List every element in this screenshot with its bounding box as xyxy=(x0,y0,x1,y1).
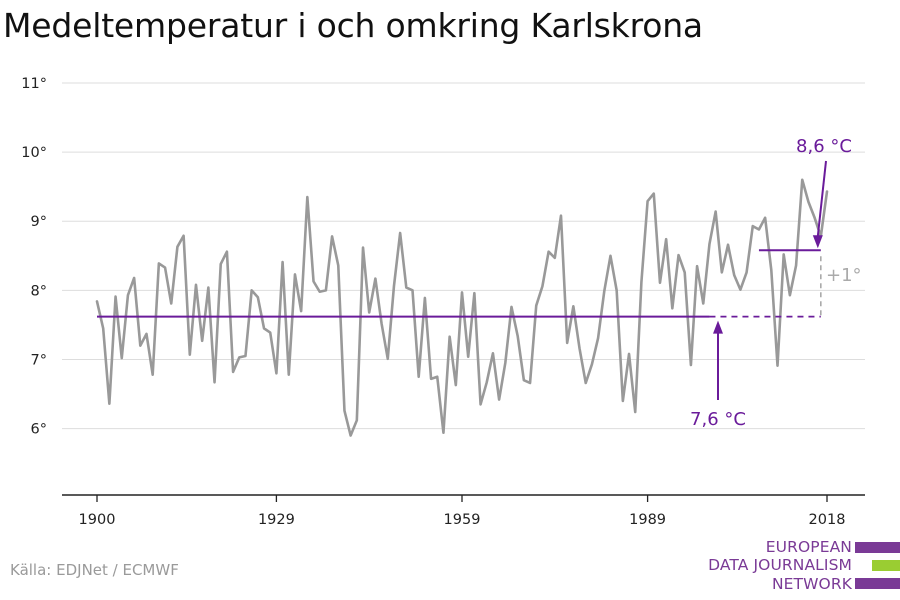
logo-bar-1 xyxy=(855,542,900,553)
y-tick-label: 6° xyxy=(31,422,47,438)
arrow-8-6-head xyxy=(812,235,823,249)
y-tick-label: 8° xyxy=(31,283,47,299)
chart-title: Medeltemperatur i och omkring Karlskrona xyxy=(3,6,703,45)
edjnet-logo: EUROPEAN DATA JOURNALISM NETWORK xyxy=(700,538,900,600)
reference-lines xyxy=(97,249,822,318)
grid-lines xyxy=(62,82,865,430)
x-axis-ticks: 1900 1929 1959 1989 2018 xyxy=(79,495,846,528)
logo-bar-3 xyxy=(855,578,900,589)
logo-bar-2 xyxy=(872,560,900,571)
logo-line-1: EUROPEAN xyxy=(765,538,852,556)
x-tick-label: 1959 xyxy=(444,512,481,528)
arrow-8-6-shaft xyxy=(816,160,827,237)
difference-label: +1° xyxy=(826,265,862,286)
x-tick-label: 1900 xyxy=(79,512,116,528)
series-group xyxy=(95,178,829,437)
y-tick-label: 9° xyxy=(31,214,47,230)
logo-line-3: NETWORK xyxy=(771,575,852,593)
series-line xyxy=(95,178,829,437)
x-tick-label: 1929 xyxy=(258,512,295,528)
x-tick-label: 2018 xyxy=(809,512,846,528)
y-tick-label: 7° xyxy=(31,352,47,368)
arrow-7-6-head xyxy=(713,320,723,334)
y-tick-label: 11° xyxy=(21,76,47,92)
annotations: 7,6 °C 8,6 °C +1° xyxy=(690,136,862,430)
annotation-7-6: 7,6 °C xyxy=(690,409,746,430)
logo-line-2: DATA JOURNALISM xyxy=(708,556,852,574)
y-axis-labels: 6° 7° 8° 9° 10° 11° xyxy=(21,76,47,438)
source-text: Källa: EDJNet / ECMWF xyxy=(10,561,179,579)
annotation-8-6: 8,6 °C xyxy=(796,136,852,157)
y-tick-label: 10° xyxy=(21,145,47,161)
x-tick-label: 1989 xyxy=(629,512,666,528)
